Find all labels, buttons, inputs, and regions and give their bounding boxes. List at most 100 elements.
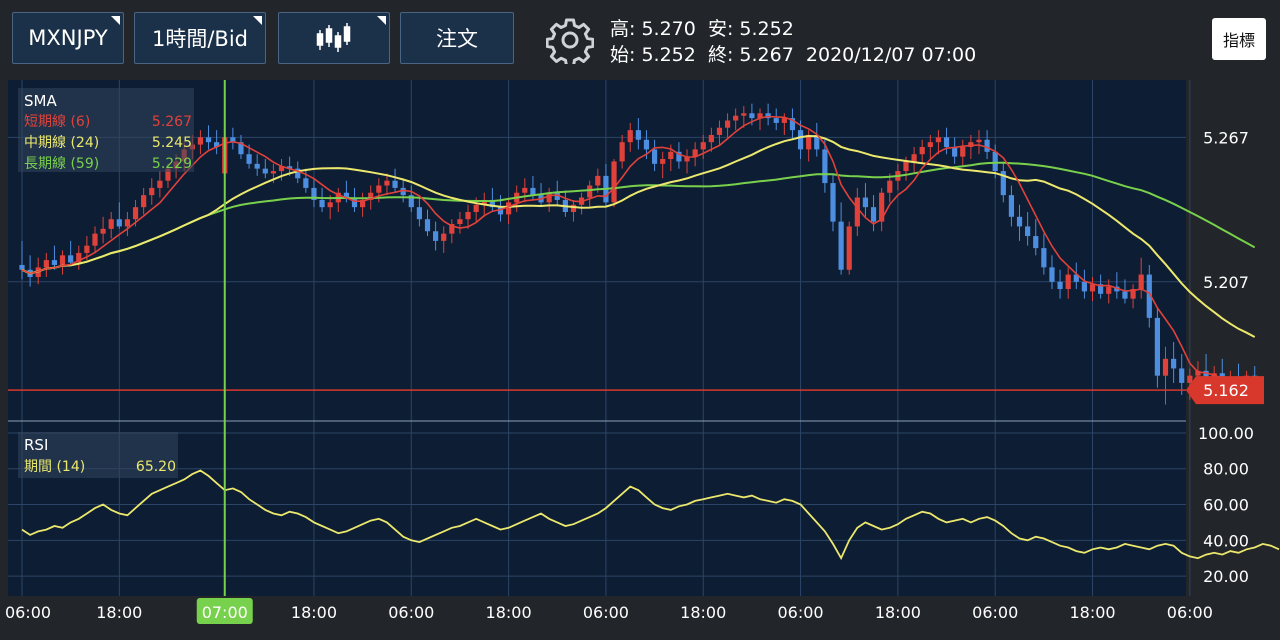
candle-body bbox=[952, 146, 958, 157]
indicator-button[interactable]: 指標 bbox=[1212, 18, 1266, 60]
candle-body bbox=[968, 142, 974, 147]
candle-body bbox=[757, 113, 763, 119]
rsi-axis: 100.00 80.00 60.00 40.00 20.00 bbox=[1198, 424, 1254, 586]
low-value: 5.252 bbox=[739, 18, 794, 40]
sma-mid-legend-value: 5.245 bbox=[152, 135, 192, 151]
candle-body bbox=[1073, 274, 1079, 282]
candle-body bbox=[684, 156, 690, 162]
candle-body bbox=[741, 113, 747, 116]
candle-body bbox=[1130, 289, 1136, 299]
timeframe-selector-button[interactable]: 1時間/Bid bbox=[134, 12, 266, 64]
candle-body bbox=[806, 134, 812, 150]
candle-body bbox=[1162, 358, 1169, 376]
candle-body bbox=[481, 199, 487, 205]
symbol-label: MXNJPY bbox=[28, 26, 108, 50]
candle-body bbox=[822, 149, 828, 184]
candle-body bbox=[611, 161, 617, 203]
candle-body bbox=[635, 130, 641, 140]
candle-body bbox=[1033, 236, 1039, 249]
candle-body bbox=[960, 146, 966, 157]
candle-body bbox=[368, 192, 374, 200]
candle-body bbox=[765, 113, 771, 119]
candle-body bbox=[157, 180, 163, 188]
candle-body bbox=[676, 151, 682, 162]
candle-body bbox=[1179, 368, 1185, 383]
candle-body bbox=[587, 185, 593, 198]
candle-body bbox=[619, 142, 625, 162]
rsi-value: 65.20 bbox=[136, 459, 176, 475]
candle-body bbox=[797, 130, 804, 150]
candle-body bbox=[911, 154, 917, 162]
candle-body bbox=[522, 187, 528, 193]
candle-body bbox=[724, 120, 731, 128]
sma-legend-background bbox=[18, 88, 194, 172]
dropdown-corner-icon bbox=[111, 16, 120, 25]
ohlc-row-open-close: 始: 5.252 終: 5.267 2020/12/07 07:00 bbox=[610, 40, 976, 67]
plot-background bbox=[8, 80, 1186, 596]
candle-body bbox=[51, 260, 58, 265]
sma-short-line bbox=[21, 115, 1255, 383]
candle-body bbox=[554, 192, 560, 200]
candle-body bbox=[992, 151, 998, 172]
candle-body bbox=[246, 154, 252, 164]
close-label: 終: bbox=[707, 44, 734, 66]
symbol-selector-button[interactable]: MXNJPY bbox=[12, 12, 124, 64]
candle-body bbox=[781, 118, 787, 123]
time-tick-label: 06:00 bbox=[5, 603, 51, 622]
price-tick-label: 5.207 bbox=[1203, 273, 1249, 292]
candle-body bbox=[141, 195, 147, 208]
high-value: 5.270 bbox=[641, 18, 696, 40]
candle-body bbox=[919, 146, 925, 155]
price-pane bbox=[8, 103, 1258, 405]
candle-body bbox=[408, 195, 414, 208]
candle-body bbox=[903, 161, 909, 172]
candle-body bbox=[68, 255, 74, 263]
dropdown-corner-icon bbox=[253, 16, 262, 25]
candle-body bbox=[165, 168, 171, 181]
candle-body bbox=[1016, 216, 1023, 227]
time-tick-label: 18:00 bbox=[96, 603, 142, 622]
candle-body bbox=[343, 192, 349, 198]
order-button[interactable]: 注文 bbox=[400, 12, 514, 64]
sma-long-legend-value: 5.229 bbox=[152, 156, 192, 172]
candle-body bbox=[214, 142, 220, 147]
rsi-pane bbox=[21, 469, 1280, 561]
candle-body bbox=[660, 159, 666, 164]
candle-body bbox=[1049, 267, 1055, 282]
candle-body bbox=[100, 228, 106, 234]
rsi-legend: RSI 期間 (14) 65.20 bbox=[18, 432, 178, 478]
chart-type-button[interactable] bbox=[278, 12, 390, 64]
chart-area[interactable]: 5.267 5.207 5.162 100.00 80.00 60.00 40.00 20… bbox=[0, 78, 1280, 640]
rsi-tick-label: 40.00 bbox=[1203, 531, 1249, 550]
candle-body bbox=[627, 130, 633, 143]
candle-body bbox=[546, 192, 552, 203]
candle-body bbox=[838, 221, 844, 270]
candle-body bbox=[530, 187, 536, 196]
candle-body bbox=[360, 199, 366, 208]
rsi-line bbox=[21, 469, 1280, 561]
candle-body bbox=[1098, 284, 1104, 294]
candle-body bbox=[668, 151, 674, 160]
candle-body bbox=[1195, 370, 1201, 376]
candle-body bbox=[303, 178, 309, 188]
candle-body bbox=[1025, 226, 1031, 237]
time-tick-label: 18:00 bbox=[486, 603, 532, 622]
candle-body bbox=[287, 166, 293, 169]
candle-body bbox=[814, 134, 820, 150]
candle-body bbox=[1089, 284, 1096, 292]
sma-legend-title: SMA bbox=[24, 92, 57, 110]
candle-body bbox=[376, 185, 382, 193]
time-axis: 06:00 18:00 07:00 18:00 06:00 18:00 06:00 18:00… bbox=[5, 598, 1213, 624]
sma-short-legend-value: 5.267 bbox=[152, 114, 192, 130]
candle-body bbox=[506, 202, 512, 215]
close-value: 5.267 bbox=[739, 44, 794, 66]
candle-body bbox=[595, 175, 601, 186]
candle-body bbox=[862, 197, 869, 208]
candle-body bbox=[497, 207, 504, 215]
candle-body bbox=[262, 168, 268, 174]
candle-body bbox=[384, 180, 390, 186]
candle-body bbox=[311, 187, 317, 200]
price-tag-shape bbox=[1186, 376, 1264, 405]
candle-body bbox=[1171, 358, 1177, 369]
gear-icon[interactable] bbox=[546, 16, 594, 64]
